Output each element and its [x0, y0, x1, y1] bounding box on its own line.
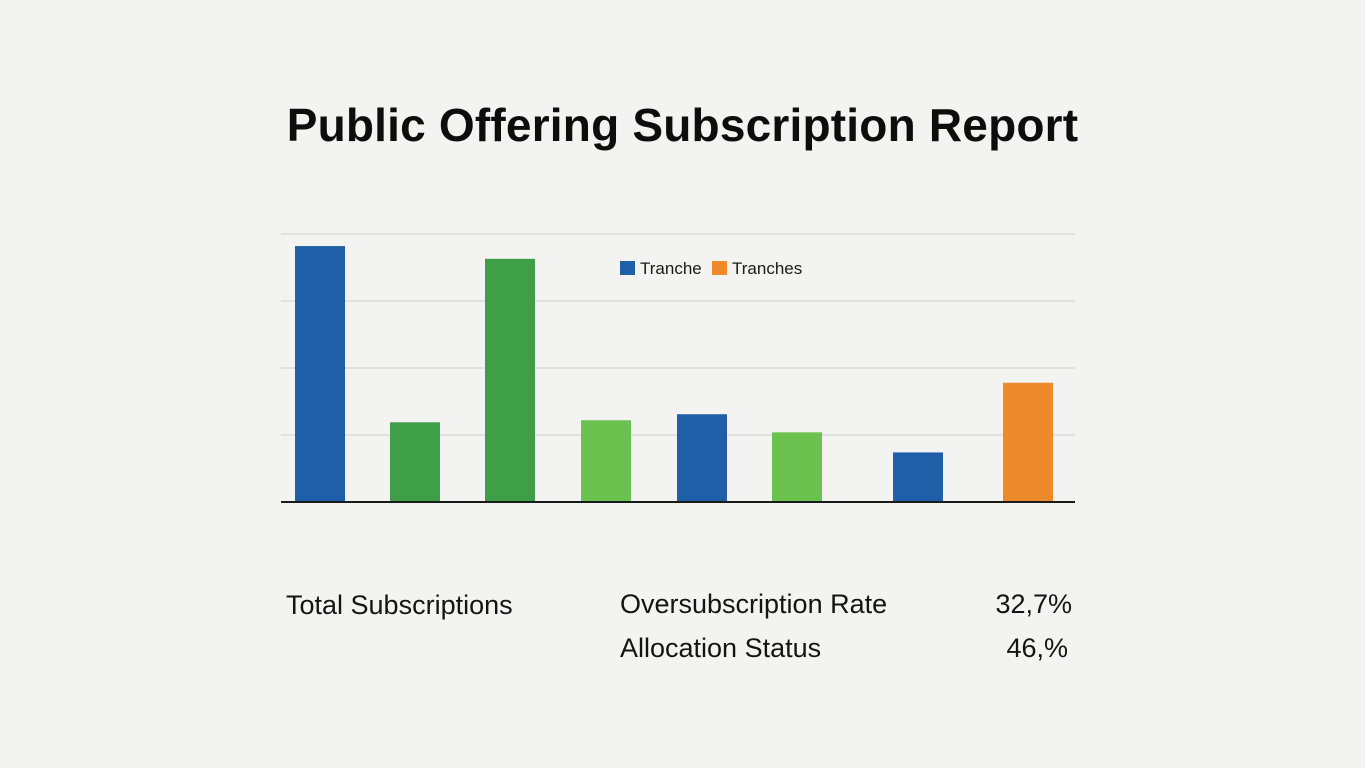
oversubscription-rate-value: 32,7%: [995, 589, 1072, 619]
bar-1: [295, 246, 345, 502]
total-subscriptions-label: Total Subscriptions: [286, 590, 513, 620]
bar-2: [390, 422, 440, 502]
bar-5: [677, 414, 727, 502]
bar-7: [893, 452, 943, 502]
bar-3: [485, 258, 535, 502]
legend: Tranche Tranches: [620, 259, 802, 278]
bar-8: [1003, 382, 1053, 502]
allocation-status-value: 46,%: [1006, 633, 1068, 663]
oversubscription-rate-label: Oversubscription Rate: [620, 589, 888, 619]
bar-4: [581, 420, 631, 502]
bars: [295, 246, 1053, 502]
bar-6: [772, 432, 822, 502]
legend-swatch-tranche: [620, 261, 635, 275]
legend-label-tranches: Tranches: [732, 259, 802, 278]
page-title: Public Offering Subscription Report: [286, 99, 1079, 151]
legend-swatch-tranches: [712, 261, 727, 275]
allocation-status-label: Allocation Status: [620, 633, 822, 663]
legend-label-tranche: Tranche: [640, 259, 702, 278]
